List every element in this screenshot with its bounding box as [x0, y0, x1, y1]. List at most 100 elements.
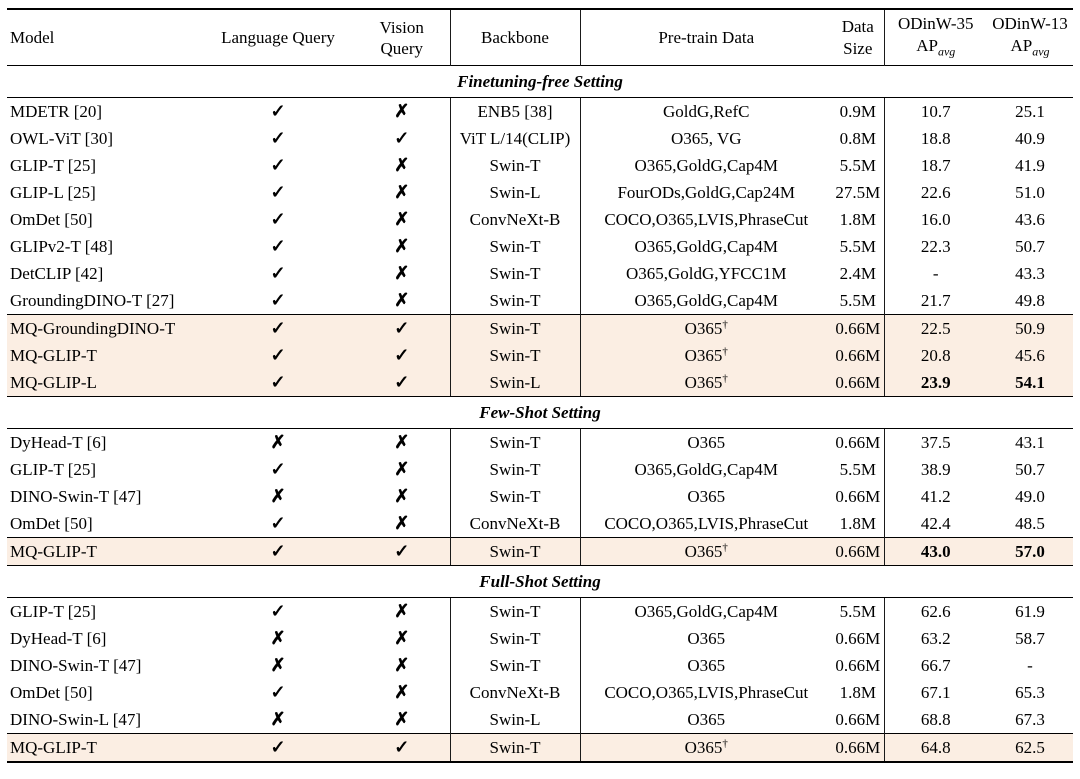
col-header-odinw13: ODinW-13 APavg — [987, 9, 1073, 66]
pretrain-data-text: GoldG,RefC — [663, 102, 750, 122]
backbone-cell: Swin-T — [450, 625, 581, 653]
pretrain-data-cell: COCO,O365,LVIS,PhraseCut — [580, 679, 832, 706]
data-size-cell: 0.8M — [832, 125, 885, 153]
vision-query-cell: ✓ — [354, 125, 451, 153]
odinw35-ap-cell: 22.6 — [920, 183, 951, 203]
pretrain-data-cell: O365† — [580, 733, 832, 763]
vision-query-cell: ✗ — [354, 456, 451, 484]
backbone-cell: Swin-T — [450, 428, 581, 457]
backbone-cell: ConvNeXt-B — [450, 510, 581, 538]
pretrain-data-cell: COCO,O365,LVIS,PhraseCut — [580, 510, 832, 538]
check-icon: ✓ — [394, 372, 410, 393]
check-icon: ✓ — [394, 128, 410, 149]
odinw13-ap-cell: 50.9 — [987, 314, 1073, 343]
model-cell: DINO-Swin-T [47] — [10, 487, 142, 507]
vision-query-cell: ✗ — [354, 706, 451, 734]
odinw35-ap-cell: 66.7 — [920, 656, 951, 676]
dagger-superscript: † — [722, 345, 728, 358]
odinw35-ap-cell: 18.8 — [920, 129, 951, 149]
data-size-cell: 5.5M — [832, 456, 885, 484]
check-icon: ✓ — [394, 345, 410, 366]
odinw35-ap-label: APavg — [916, 36, 956, 59]
odinw35-ap-cell: 62.6 — [920, 602, 951, 622]
language-query-cell: ✗ — [202, 483, 354, 510]
vision-query-cell: ✗ — [354, 97, 451, 126]
vision-query-cell: ✗ — [354, 206, 451, 234]
table-row: GLIP-T [25] ✓ ✗ Swin-T O365,GoldG,Cap4M 5.5M 1… — [7, 152, 1073, 180]
check-icon: ✓ — [270, 290, 286, 311]
data-size-cell: 1.8M — [832, 206, 885, 234]
pretrain-data-text: O365 — [684, 319, 723, 339]
language-query-cell: ✓ — [202, 98, 354, 126]
odinw35-ap-cell: 37.5 — [920, 433, 951, 453]
cross-icon: ✗ — [270, 709, 286, 730]
pretrain-data-text: O365 — [687, 487, 726, 507]
backbone-cell: ConvNeXt-B — [450, 206, 581, 234]
section-title-row: Full-Shot Setting — [7, 565, 1073, 599]
dagger-superscript: † — [722, 541, 728, 554]
data-size-cell: 1.8M — [832, 679, 885, 707]
odinw13-ap-cell: 67.3 — [1015, 710, 1045, 730]
pretrain-data-text: O365 — [687, 629, 726, 649]
col-header-data-size: Data Size — [832, 9, 885, 66]
cross-icon: ✗ — [394, 209, 410, 230]
backbone-cell: ViT L/14(CLIP) — [450, 125, 581, 153]
pretrain-data-text: O365 — [684, 373, 723, 393]
vision-query-cell: ✓ — [354, 342, 451, 370]
backbone-cell: Swin-T — [450, 456, 581, 484]
model-cell: DetCLIP [42] — [10, 264, 104, 284]
pretrain-data-text: COCO,O365,LVIS,PhraseCut — [604, 514, 809, 534]
model-cell: MQ-GLIP-L — [7, 369, 202, 398]
col-header-pretrain-data: Pre-train Data — [658, 28, 755, 48]
cross-icon: ✗ — [394, 263, 410, 284]
cross-icon: ✗ — [394, 182, 410, 203]
model-cell: DINO-Swin-L [47] — [10, 710, 142, 730]
data-size-cell: 1.8M — [832, 510, 885, 538]
pretrain-data-text: FourODs,GoldG,Cap24M — [617, 183, 796, 203]
ap-avg-subscript: avg — [937, 44, 956, 59]
backbone-cell: Swin-L — [450, 179, 581, 207]
pretrain-data-cell: FourODs,GoldG,Cap24M — [580, 179, 832, 206]
cross-icon: ✗ — [394, 513, 410, 534]
language-query-cell: ✓ — [202, 206, 354, 233]
cross-icon: ✗ — [394, 628, 410, 649]
cross-icon: ✗ — [394, 601, 410, 622]
dagger-superscript: † — [722, 737, 728, 750]
backbone-cell: Swin-T — [450, 597, 581, 626]
pretrain-data-text: O365 — [687, 656, 726, 676]
data-size-cell: 0.66M — [832, 314, 885, 343]
language-query-cell: ✓ — [202, 369, 354, 398]
pretrain-data-cell: O365† — [580, 537, 832, 567]
check-icon: ✓ — [270, 209, 286, 230]
table-row: DINO-Swin-T [47] ✗ ✗ Swin-T O365 0.66M 41.2 49.… — [7, 483, 1073, 511]
model-cell: OmDet [50] — [10, 683, 93, 703]
model-cell: MQ-GLIP-T — [7, 342, 202, 370]
odinw35-ap-cell: 18.7 — [920, 156, 951, 176]
odinw13-ap-cell: 41.9 — [1015, 156, 1045, 176]
odinw35-ap-cell: 42.4 — [920, 514, 951, 534]
odinw35-ap-cell: 22.3 — [920, 237, 951, 257]
odinw13-ap-cell: 57.0 — [987, 537, 1073, 567]
cross-icon: ✗ — [270, 655, 286, 676]
table-row: OmDet [50] ✓ ✗ ConvNeXt-B COCO,O365,LVIS,Phr… — [7, 510, 1073, 538]
table-row: OWL-ViT [30] ✓ ✓ ViT L/14(CLIP) O365, VG 0.8M… — [7, 125, 1073, 153]
data-size-cell: 5.5M — [832, 597, 885, 626]
odinw35-ap-cell: 10.7 — [920, 102, 951, 122]
data-size-cell: 0.66M — [832, 706, 885, 734]
odinw13-ap-cell: 45.6 — [987, 342, 1073, 370]
model-cell: OmDet [50] — [10, 514, 93, 534]
language-query-cell: ✓ — [202, 314, 354, 343]
table-row: DyHead-T [6] ✗ ✗ Swin-T O365 0.66M 37.5 43.1 — [7, 428, 1073, 457]
vision-query-cell: ✗ — [354, 233, 451, 261]
odinw13-ap-label: APavg — [1010, 36, 1050, 59]
odinw35-ap-cell: 63.2 — [920, 629, 951, 649]
backbone-cell: ConvNeXt-B — [450, 679, 581, 707]
col-header-backbone: Backbone — [450, 9, 581, 66]
backbone-cell: Swin-T — [450, 314, 581, 343]
odinw13-ap-cell: 51.0 — [1015, 183, 1045, 203]
check-icon: ✓ — [270, 372, 286, 393]
table-row: MQ-GLIP-T ✓ ✓ Swin-T O365† 0.66M 43.0 57.0 — [7, 537, 1073, 567]
check-icon: ✓ — [270, 601, 286, 622]
check-icon: ✓ — [270, 737, 286, 758]
vision-query-cell: ✗ — [354, 152, 451, 180]
